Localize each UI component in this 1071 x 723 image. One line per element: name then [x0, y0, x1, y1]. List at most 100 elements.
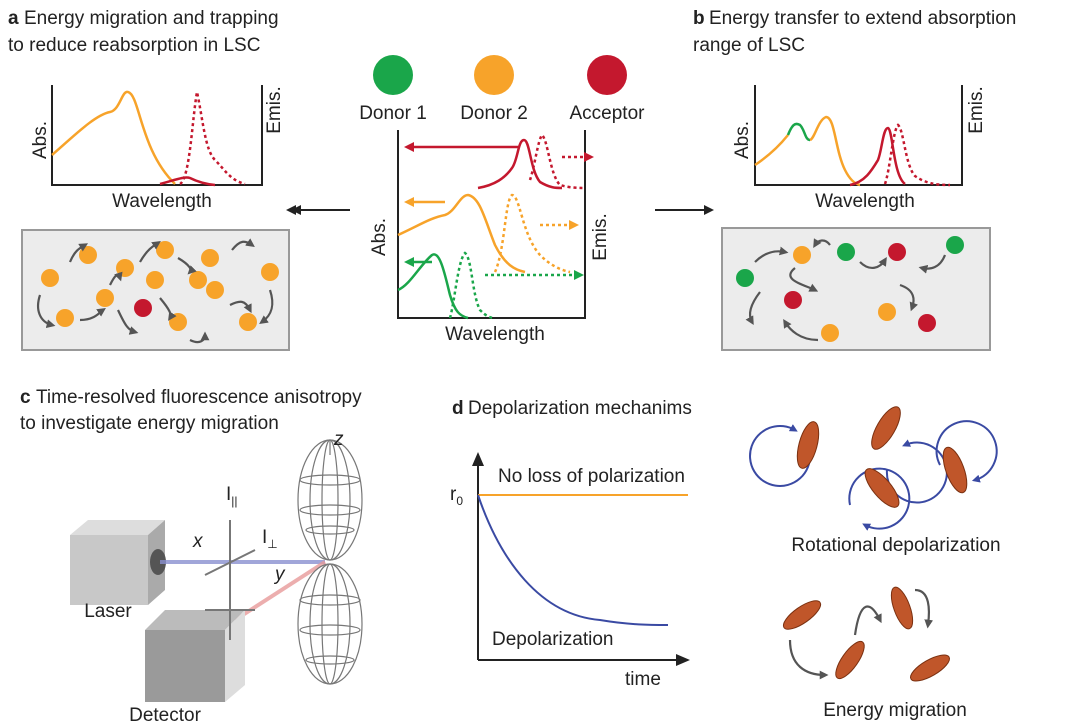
migrating-molecules	[779, 585, 953, 686]
laser-part	[70, 535, 148, 605]
y2-label: Emis.	[590, 213, 611, 261]
donor-molecules-part	[79, 246, 97, 264]
emission-lobes-part	[300, 625, 360, 635]
energy-migration-label: Energy migration	[823, 700, 967, 721]
molecules-part	[793, 246, 811, 264]
panel-c: c Time-resolved fluorescence anisotropy …	[20, 387, 362, 723]
no-loss-label: No loss of polarization	[498, 466, 685, 487]
migrating-molecules-part	[790, 640, 825, 675]
emission-curve	[180, 92, 245, 184]
donor1-absorption	[788, 124, 810, 140]
donor-molecules-part	[239, 313, 257, 331]
donor-molecules-part	[56, 309, 74, 327]
page: {"panel_a": {"label": "a", "title": ["En…	[0, 0, 1071, 723]
y2-label: Emis.	[264, 86, 285, 134]
panel-b-part	[755, 135, 788, 165]
r0-label-part: 0	[456, 494, 463, 508]
panel-d: d Depolarization mechanims r0 No loss of…	[450, 398, 1001, 721]
molecules-part	[918, 314, 936, 332]
legend-swatch	[587, 55, 627, 95]
x-label: Wavelength	[815, 191, 915, 212]
panel-label: d	[452, 398, 464, 419]
molecules-part	[946, 236, 964, 254]
emission-lobes-part	[322, 564, 338, 684]
emission-lobes-part	[310, 440, 350, 560]
intensity-parallel: I||	[226, 484, 238, 508]
rotating-molecules-part-part	[866, 403, 906, 454]
donor-molecules-part	[201, 249, 219, 267]
emission-lobes-part	[300, 475, 360, 485]
migrating-molecules-part-part	[779, 596, 824, 634]
sample-box	[22, 230, 289, 350]
laser	[70, 520, 166, 605]
y-label: Abs.	[30, 121, 51, 159]
legend-swatch	[373, 55, 413, 95]
y2-label: Emis.	[966, 86, 987, 134]
donor1-absorption	[398, 254, 468, 318]
migrating-molecules-part-part	[907, 650, 953, 686]
migrating-molecules-part	[855, 606, 880, 635]
panel-label-part: b	[693, 8, 705, 29]
donor-molecules-part	[156, 241, 174, 259]
donor-molecules-part	[96, 289, 114, 307]
legend-swatch	[474, 55, 514, 95]
rotating-molecules-part-part	[793, 419, 823, 470]
panel-title: Energy migration and trapping	[24, 8, 279, 29]
donor-molecules-part	[261, 263, 279, 281]
axes	[755, 85, 962, 185]
panel-title: to investigate energy migration	[20, 413, 279, 434]
y-label: Abs.	[732, 121, 753, 159]
donor2-absorption	[398, 195, 525, 272]
donor1-emission	[450, 253, 495, 318]
emission-lobes-part	[306, 656, 354, 664]
panel-b-part	[850, 128, 905, 185]
panel-a: a Energy migration and trapping to reduc…	[8, 8, 350, 350]
x-label: time	[625, 669, 661, 690]
panel-title: range of LSC	[693, 35, 805, 56]
axis-label: z	[333, 429, 344, 450]
legend-label: Acceptor	[570, 103, 646, 124]
migrating-molecules-part-part	[831, 637, 869, 682]
intensity-perpendicular: I⊥	[262, 527, 278, 551]
panel-label: c	[20, 387, 31, 408]
depolarization-label: Depolarization	[492, 629, 613, 650]
panel-label: b	[693, 8, 705, 29]
legend-label: Donor 1	[359, 103, 427, 124]
axes	[398, 130, 585, 318]
panel-title: to reduce reabsorption in LSC	[8, 35, 260, 56]
laser-label: Laser	[84, 601, 132, 622]
intensity-parallel-part: ||	[231, 494, 237, 508]
emission-lobes-part	[310, 564, 350, 684]
detector-part	[145, 630, 225, 702]
migrating-molecules-part	[915, 590, 929, 625]
panel-title: Time-resolved fluorescence anisotropy	[36, 387, 362, 408]
emission-lobes-part	[322, 440, 338, 560]
donor-molecules-part	[41, 269, 59, 287]
rotating-molecules	[750, 403, 997, 529]
emission-lobes-part	[298, 440, 362, 560]
r0-label: r0	[450, 484, 463, 508]
molecules-part	[736, 269, 754, 287]
donor-molecules-part	[189, 271, 207, 289]
emission-lobes-part	[298, 564, 362, 684]
legend: Donor 1 Donor 2 Acceptor	[359, 55, 645, 124]
emission-lobes-part	[300, 505, 360, 515]
intensity-perpendicular-part: ⊥	[267, 537, 277, 551]
acceptor-molecule	[134, 299, 152, 317]
emission-lobes-part	[300, 595, 360, 605]
absorption-curve	[52, 92, 175, 184]
panel-b: b Energy transfer to extend absorption r…	[693, 8, 1016, 350]
detector-label: Detector	[129, 705, 201, 723]
rotating-molecules-part-part	[860, 464, 905, 512]
x-label: Wavelength	[112, 191, 212, 212]
rotational-label: Rotational depolarization	[791, 535, 1000, 556]
panel-title: Energy transfer to extend absorption	[709, 8, 1016, 29]
rotating-molecules-part	[793, 403, 972, 512]
panel-title: Depolarization mechanims	[468, 398, 692, 419]
legend-label: Donor 2	[460, 103, 528, 124]
axis-label: x	[192, 531, 204, 552]
panel-label: a	[8, 8, 19, 29]
panel-label-part: c	[20, 387, 31, 408]
donor-molecules-part	[146, 271, 164, 289]
figure: a Energy migration and trapping to reduc…	[0, 0, 1071, 723]
